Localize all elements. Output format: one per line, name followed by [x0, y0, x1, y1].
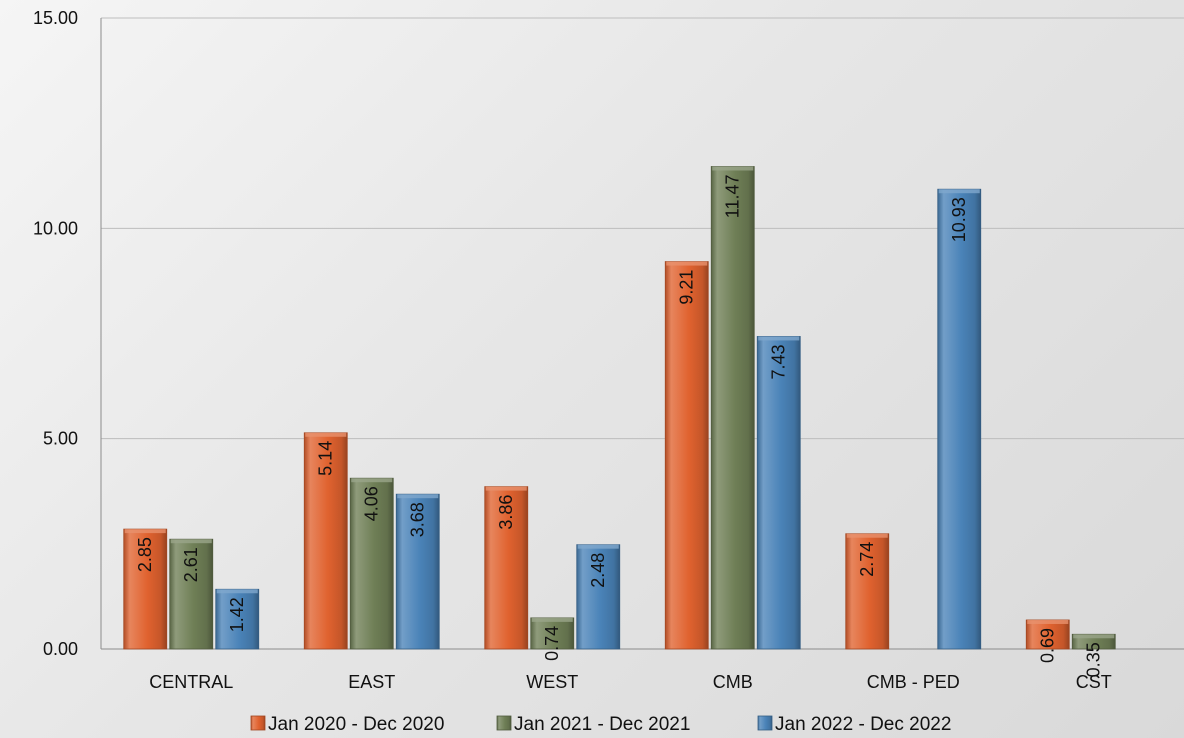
bar-bevel: [1073, 634, 1115, 639]
data-label: 0.74: [542, 626, 562, 661]
gridlines: [101, 17, 1184, 650]
bars: 2.85 2.61 1.42 5.14 4.06 3.68 3.86 0.74 2.48 9.21…: [123, 166, 1116, 677]
bar-bevel: [485, 486, 527, 491]
data-label: 5.14: [316, 441, 336, 476]
data-label: 0.35: [1084, 642, 1104, 677]
bar: [484, 486, 529, 650]
bar-bevel: [758, 336, 800, 341]
y-tick-label: 10.00: [33, 218, 78, 238]
data-label: 2.74: [857, 542, 877, 577]
y-tick-label: 5.00: [43, 429, 78, 449]
x-tick-label: WEST: [526, 672, 578, 692]
bar-bevel: [846, 533, 888, 538]
bar-bevel: [351, 478, 393, 483]
data-label: 11.47: [723, 174, 743, 218]
bar-bevel: [124, 529, 166, 534]
bar-bevel: [170, 539, 212, 544]
x-tick-label: CENTRAL: [149, 672, 233, 692]
y-tick-label: 0.00: [43, 639, 78, 659]
legend-label: Jan 2020 - Dec 2020: [268, 714, 444, 735]
x-tick-label: CMB: [713, 672, 753, 692]
legend: Jan 2020 - Dec 2020 Jan 2021 - Dec 2021 Ja…: [250, 714, 951, 735]
x-axis: CENTRAL EAST WEST CMB CMB - PED CST: [149, 672, 1112, 692]
legend-swatch: [250, 715, 266, 731]
bar: [664, 261, 709, 650]
data-label: 3.86: [496, 495, 516, 530]
bar-bevel: [712, 166, 754, 171]
data-label: 9.21: [677, 270, 697, 305]
bar: [937, 188, 982, 650]
legend-item: Jan 2022 - Dec 2022: [757, 714, 951, 735]
data-label: 3.68: [408, 502, 428, 537]
bar: [756, 336, 801, 650]
bar-bevel: [666, 261, 708, 266]
x-tick-label: CMB - PED: [867, 672, 960, 692]
legend-label: Jan 2021 - Dec 2021: [514, 714, 690, 735]
bar: [845, 533, 890, 650]
y-axis: 0.00 5.00 10.00 15.00: [33, 8, 102, 659]
bar-bevel: [577, 544, 619, 549]
bar-bevel: [397, 494, 439, 499]
bar-bevel: [1027, 619, 1069, 624]
data-label: 2.61: [181, 547, 201, 582]
bar-bevel: [938, 189, 980, 194]
bar-bevel: [531, 617, 573, 622]
x-tick-label: CST: [1076, 672, 1112, 692]
data-label: 7.43: [769, 344, 789, 379]
bar: [169, 538, 214, 650]
bar: [530, 617, 575, 650]
legend-item: Jan 2021 - Dec 2021: [496, 714, 690, 735]
legend-label: Jan 2022 - Dec 2022: [775, 714, 951, 735]
data-label: 1.42: [227, 597, 247, 632]
data-label: 4.06: [362, 486, 382, 521]
legend-item: Jan 2020 - Dec 2020: [250, 714, 444, 735]
data-label: 2.48: [588, 553, 608, 588]
data-label: 10.93: [949, 197, 969, 242]
legend-swatch: [757, 715, 773, 731]
bar: [123, 528, 168, 650]
legend-swatch: [496, 715, 512, 731]
bar-bevel: [305, 432, 347, 437]
data-label: 0.69: [1038, 628, 1058, 663]
data-label: 2.85: [135, 537, 155, 572]
x-tick-label: EAST: [348, 672, 395, 692]
bar-bevel: [216, 589, 258, 594]
y-tick-label: 15.00: [33, 8, 78, 28]
bar: [576, 544, 621, 650]
bar: [710, 166, 755, 650]
